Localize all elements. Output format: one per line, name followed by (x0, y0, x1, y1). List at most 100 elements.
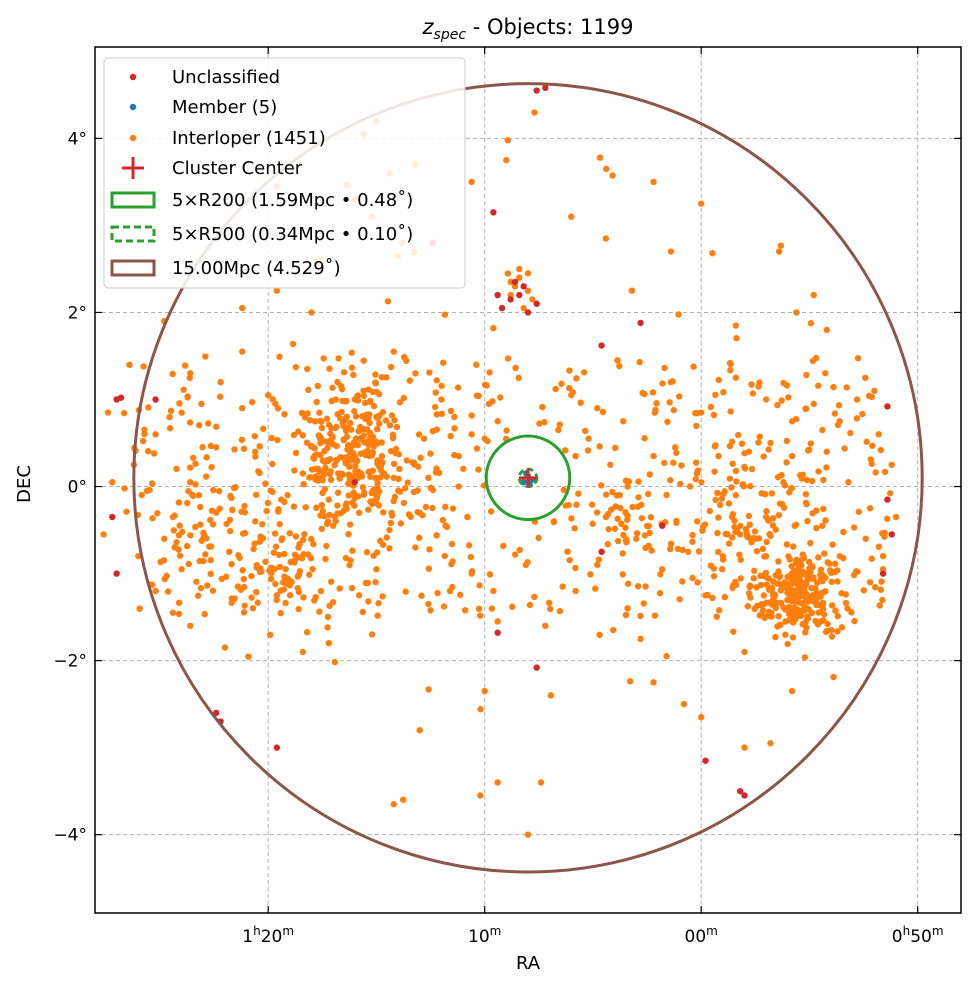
interloper-point (769, 515, 777, 522)
x-tick-hours: 0 (892, 927, 903, 947)
interloper-point (239, 530, 247, 537)
interloper-point (866, 505, 874, 512)
interloper-point (718, 565, 726, 573)
interloper-point (176, 522, 183, 529)
interloper-point (270, 566, 277, 573)
interloper-point (336, 585, 343, 592)
interloper-point (869, 442, 876, 449)
interloper-point (803, 613, 811, 620)
interloper-point (816, 590, 823, 597)
interloper-point (714, 489, 721, 497)
interloper-point (402, 588, 409, 595)
interloper-point (552, 385, 559, 393)
interloper-point (841, 445, 848, 452)
interloper-point (350, 489, 357, 496)
interloper-point (412, 370, 419, 377)
interloper-point (497, 394, 504, 401)
interloper-point (884, 515, 891, 522)
interloper-point (390, 801, 397, 808)
interloper-point (692, 459, 700, 466)
interloper-point (820, 611, 828, 618)
circle-5-r200 (484, 434, 572, 522)
interloper-point (310, 541, 317, 548)
interloper-point (775, 613, 782, 620)
interloper-point (875, 543, 883, 550)
interloper-point (390, 474, 397, 482)
interloper-point (259, 425, 267, 432)
interloper-point (212, 423, 220, 430)
interloper-point (249, 398, 256, 406)
interloper-point (646, 529, 653, 537)
interloper-point (334, 510, 341, 517)
interloper-point (620, 531, 627, 539)
interloper-point (169, 513, 177, 521)
interloper-point (751, 528, 759, 535)
interloper-point (679, 578, 686, 585)
interloper-point (642, 544, 649, 552)
interloper-point (290, 431, 298, 439)
interloper-point (879, 552, 887, 560)
interloper-point (368, 500, 376, 508)
interloper-point (679, 546, 686, 554)
interloper-point (677, 480, 684, 488)
interloper-point (774, 473, 782, 481)
interloper-point (280, 586, 288, 593)
interloper-point (387, 447, 395, 455)
interloper-point (714, 529, 721, 537)
interloper-point (623, 538, 630, 546)
interloper-point (488, 605, 496, 612)
interloper-point (737, 556, 744, 563)
interloper-point (213, 444, 220, 451)
interloper-point (213, 509, 220, 516)
interloper-point (650, 452, 657, 460)
unclassified-point (884, 403, 891, 410)
legend-label-2: Interloper (1451) (172, 128, 326, 149)
interloper-point (252, 448, 259, 455)
interloper-point (815, 554, 822, 561)
interloper-point (811, 593, 818, 601)
interloper-point (356, 426, 364, 434)
interloper-point (719, 552, 727, 560)
interloper-point (161, 535, 168, 542)
interloper-point (300, 594, 307, 601)
interloper-point (440, 359, 447, 366)
interloper-point (249, 605, 257, 612)
interloper-point (323, 520, 331, 528)
interloper-point (188, 491, 196, 498)
interloper-point (382, 417, 390, 424)
interloper-point (418, 592, 425, 599)
interloper-point (500, 542, 507, 550)
interloper-point (739, 481, 746, 488)
interloper-point (370, 552, 377, 559)
interloper-point (828, 602, 836, 609)
interloper-point (360, 387, 367, 394)
interloper-point (126, 361, 133, 369)
interloper-point (640, 600, 647, 607)
interloper-point (256, 469, 263, 477)
interloper-point (451, 425, 458, 432)
interloper-point (589, 501, 596, 508)
interloper-point (208, 463, 215, 471)
interloper-point (667, 476, 674, 484)
interloper-point (789, 634, 797, 641)
interloper-point (788, 597, 795, 605)
interloper-point (351, 396, 358, 403)
interloper-point (355, 472, 362, 480)
interloper-point (252, 453, 259, 460)
interloper-point (877, 586, 885, 593)
interloper-point (388, 412, 396, 419)
interloper-point (735, 431, 742, 439)
interloper-point (793, 612, 800, 619)
interloper-point (240, 575, 247, 583)
interloper-point (227, 492, 234, 500)
chart-title-sub: spec (434, 27, 467, 43)
interloper-point (438, 382, 445, 390)
interloper-point (690, 363, 697, 370)
interloper-point (645, 522, 653, 530)
interloper-point (373, 413, 380, 421)
interloper-point (327, 476, 335, 484)
y-tick-label: 4° (68, 129, 87, 149)
interloper-point (676, 596, 683, 603)
interloper-point (524, 270, 532, 277)
interloper-point (306, 571, 313, 578)
